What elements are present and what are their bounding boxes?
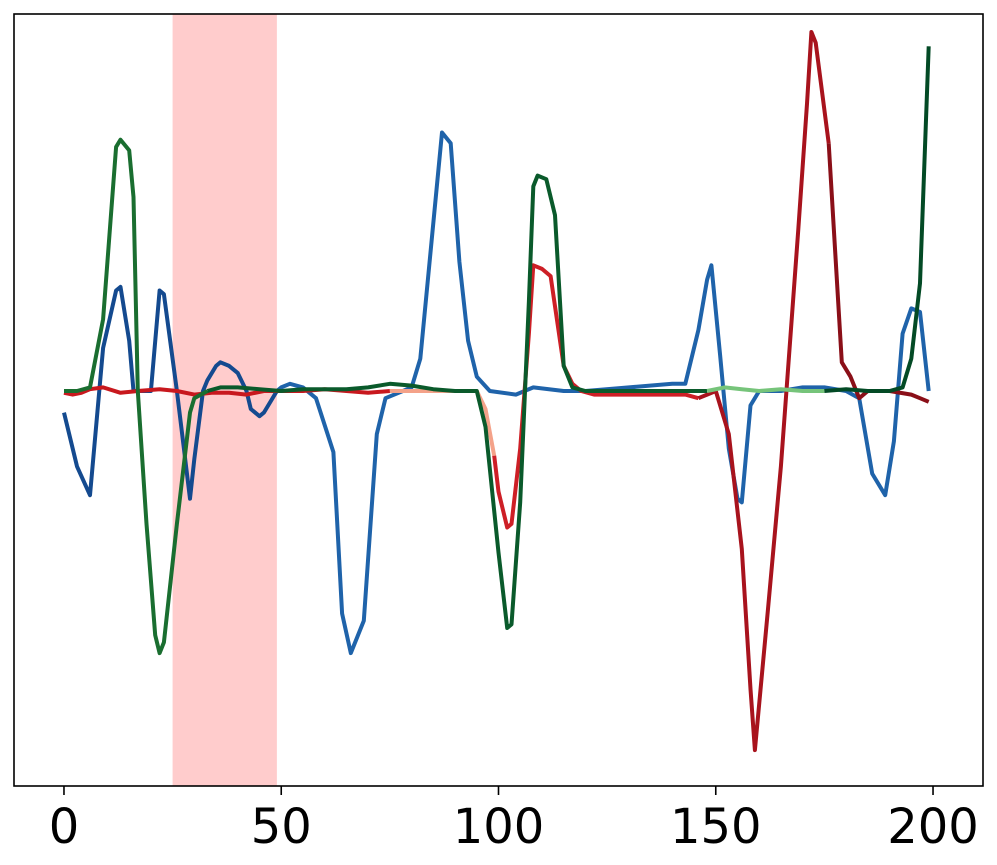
series-line-1: [62, 284, 279, 501]
series-line-8: [64, 137, 209, 656]
series-line-10: [706, 385, 825, 393]
highlight-layer: [172, 14, 277, 786]
x-tick-label-200: 200: [887, 799, 979, 855]
highlight-band: [172, 14, 277, 786]
series-line-6: [697, 30, 831, 753]
x-tick-label-150: 150: [670, 799, 762, 855]
x-tick-label-50: 50: [251, 799, 312, 855]
x-tick-label-0: 0: [49, 799, 80, 855]
series-line-9: [206, 173, 708, 630]
series-layer: [62, 30, 931, 753]
x-tick-label-100: 100: [453, 799, 545, 855]
series-line-11: [824, 46, 931, 393]
x-axis: 0 50 100 150 200: [49, 786, 979, 855]
